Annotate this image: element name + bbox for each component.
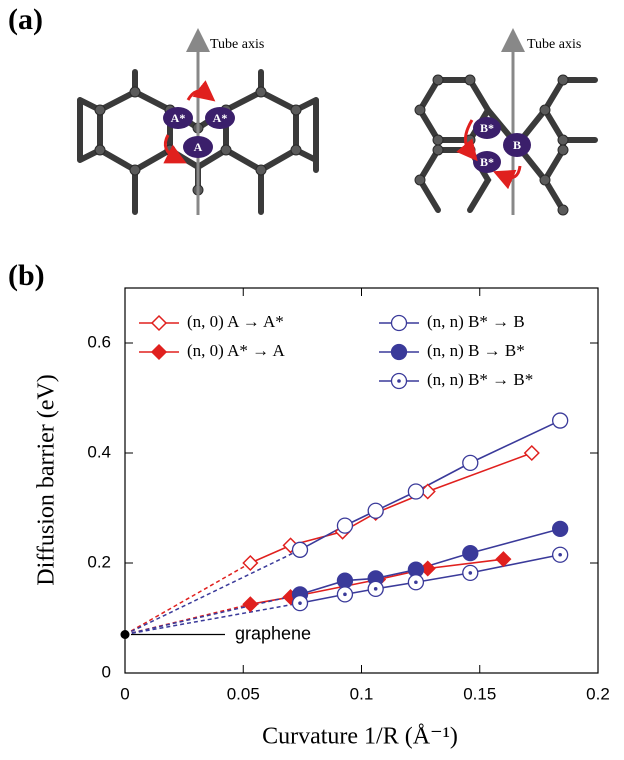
data-point xyxy=(463,546,478,561)
x-tick-label: 0 xyxy=(120,684,129,703)
legend-label: (n, 0) A* → A xyxy=(187,341,285,360)
data-point xyxy=(337,573,352,588)
data-point xyxy=(553,413,568,428)
data-point xyxy=(553,547,568,562)
data-point xyxy=(496,552,510,566)
right-structure xyxy=(415,40,595,215)
y-tick-label: 0.2 xyxy=(87,552,111,571)
legend-label: (n, n) B* → B* xyxy=(427,370,533,389)
data-point xyxy=(408,484,423,499)
legend-label: (n, n) B → B* xyxy=(427,341,525,360)
data-point xyxy=(463,565,478,580)
x-tick-label: 0.1 xyxy=(350,684,374,703)
left-structure xyxy=(80,40,316,215)
legend-label: (n, 0) A → A* xyxy=(187,312,284,331)
data-point xyxy=(243,556,257,570)
panel-label: (b) xyxy=(8,259,45,292)
data-point xyxy=(293,596,308,611)
data-point xyxy=(337,587,352,602)
figure: (a) Tube axis A* A* A xyxy=(0,0,624,760)
data-point xyxy=(463,455,478,470)
axis-caption: Tube axis xyxy=(210,37,264,52)
data-point xyxy=(152,345,166,359)
data-point xyxy=(337,518,352,533)
x-axis-label: Curvature 1/R (Å⁻¹) xyxy=(262,724,458,750)
atom-label: A* xyxy=(213,111,228,125)
atom-label: B* xyxy=(480,155,494,169)
reference-point xyxy=(121,630,130,639)
x-tick-label: 0.05 xyxy=(227,684,260,703)
annotation: graphene xyxy=(235,623,311,643)
legend-label: (n, n) B* → B xyxy=(427,312,525,331)
atom-label: B* xyxy=(480,121,494,135)
axis-caption: Tube axis xyxy=(527,37,581,52)
data-point xyxy=(392,316,407,331)
y-tick-label: 0.6 xyxy=(87,332,111,351)
data-point xyxy=(553,521,568,536)
panel-label: (a) xyxy=(8,3,43,36)
atom-label: A* xyxy=(171,111,186,125)
atom-label: A xyxy=(194,140,203,154)
data-point xyxy=(368,581,383,596)
x-tick-label: 0.15 xyxy=(463,684,496,703)
data-point xyxy=(293,542,308,557)
y-tick-label: 0.4 xyxy=(87,442,111,461)
y-tick-label: 0 xyxy=(102,662,111,681)
data-point xyxy=(243,597,257,611)
data-point xyxy=(152,316,166,330)
data-point xyxy=(392,374,407,389)
extrapolation xyxy=(125,550,300,635)
y-axis-label: Diffusion barrier (eV) xyxy=(34,374,60,585)
legend: (n, 0) A → A* (n, 0) A* → A (n, n) B* → B (… xyxy=(139,312,533,389)
x-tick-label: 0.2 xyxy=(586,684,610,703)
data-point xyxy=(525,446,539,460)
atom-label: B xyxy=(513,138,521,152)
data-point xyxy=(408,575,423,590)
data-point xyxy=(392,345,407,360)
data-point xyxy=(368,503,383,518)
